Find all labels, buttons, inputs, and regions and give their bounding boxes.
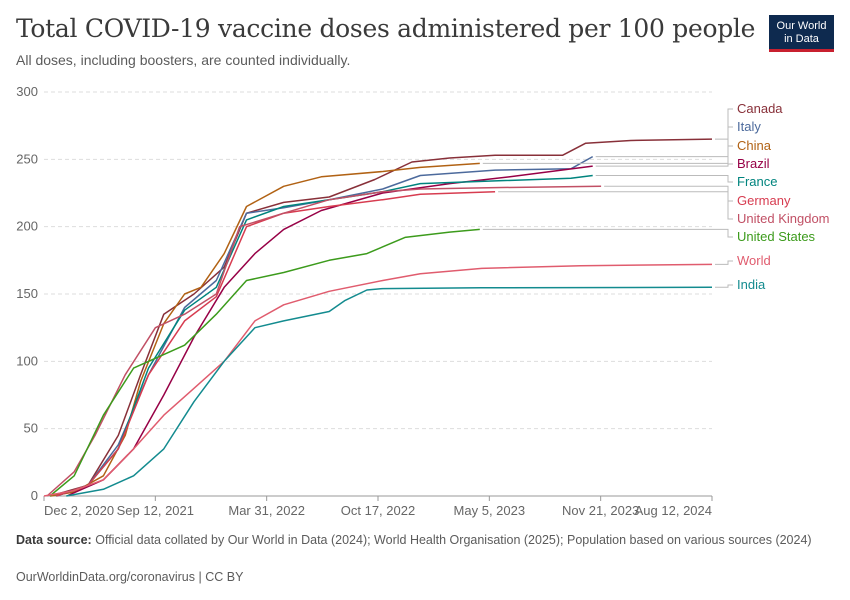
series-line-brazil [66, 165, 593, 497]
y-tick-label: 150 [16, 286, 38, 301]
legend-label-india: India [737, 277, 766, 292]
y-tick-label: 300 [16, 84, 38, 99]
legend-connector [482, 145, 733, 164]
x-tick-label: Nov 21, 2023 [562, 503, 639, 518]
x-tick-label: Oct 17, 2022 [341, 503, 415, 518]
data-source-text: Official data collated by Our World in D… [95, 533, 812, 547]
legend-connector [595, 126, 733, 158]
x-tick-label: May 5, 2023 [454, 503, 526, 518]
legend-connector [595, 163, 733, 167]
legend-connector [604, 185, 733, 220]
legend-connector [482, 228, 733, 238]
y-tick-label: 250 [16, 151, 38, 166]
y-tick-label: 100 [16, 353, 38, 368]
y-tick-label: 0 [31, 488, 38, 503]
chart-subtitle: All doses, including boosters, are count… [16, 52, 351, 68]
legend-connector [595, 175, 733, 183]
series-line-germany [56, 190, 496, 497]
legend-label-united-states: United States [737, 229, 816, 244]
series-line-france [56, 174, 593, 497]
legend-connector [498, 191, 733, 202]
legend-connector [715, 284, 733, 288]
legend-connector [715, 260, 733, 265]
chart-title: Total COVID-19 vaccine doses administere… [16, 14, 756, 43]
series-line-canada [50, 138, 713, 497]
series-line-united-states [49, 228, 480, 497]
legend-label-france: France [737, 174, 777, 189]
owid-logo[interactable]: Our World in Data [769, 15, 834, 52]
x-tick-label: Sep 12, 2021 [117, 503, 194, 518]
legend-label-brazil: Brazil [737, 156, 770, 171]
logo-line-1: Our World [776, 20, 827, 32]
legend-label-united-kingdom: United Kingdom [737, 211, 830, 226]
x-tick-label: Dec 2, 2020 [44, 503, 114, 518]
series-line-italy [56, 155, 594, 497]
series-line-united-kingdom [46, 185, 602, 497]
series-line-china [50, 162, 480, 497]
y-tick-label: 50 [24, 421, 38, 436]
y-tick-label: 200 [16, 219, 38, 234]
data-source: Data source: Official data collated by O… [16, 533, 816, 548]
legend-label-italy: Italy [737, 119, 761, 134]
legend-label-china: China [737, 138, 772, 153]
x-tick-label: Mar 31, 2022 [228, 503, 305, 518]
credit-link[interactable]: OurWorldinData.org/coronavirus | CC BY [16, 570, 244, 584]
data-source-label: Data source: [16, 533, 92, 547]
legend-label-canada: Canada [737, 101, 783, 116]
series-line-india [66, 286, 713, 497]
series-line-world [43, 263, 713, 497]
logo-line-2: in Data [784, 33, 819, 45]
x-tick-label: Aug 12, 2024 [635, 503, 712, 518]
legend-label-world: World [737, 253, 771, 268]
legend-label-germany: Germany [737, 193, 791, 208]
legend-connector [715, 108, 733, 140]
